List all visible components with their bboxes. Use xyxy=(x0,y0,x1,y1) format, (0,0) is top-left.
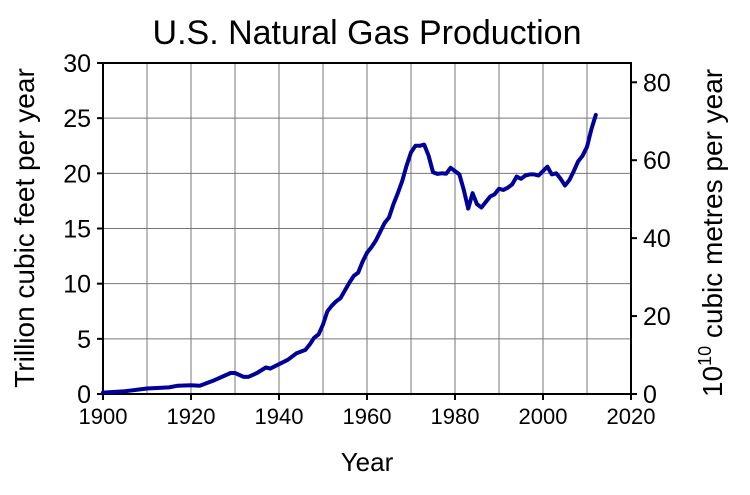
y-tick-label: 20 xyxy=(63,160,91,188)
x-tick-label: 1980 xyxy=(431,404,480,429)
y-axis-left: 0 5 10 15 20 25 30 xyxy=(63,50,103,409)
chart-title: U.S. Natural Gas Production xyxy=(153,14,582,52)
x-tick-label: 1940 xyxy=(255,404,304,429)
grid xyxy=(103,63,631,394)
y2-tick-label: 60 xyxy=(643,147,671,175)
y-axis-right: 0 20 40 60 80 xyxy=(631,69,671,409)
x-axis-label: Year xyxy=(341,447,394,477)
x-tick-label: 1900 xyxy=(79,404,128,429)
y-tick-label: 5 xyxy=(77,326,91,354)
x-tick-label: 2000 xyxy=(519,404,568,429)
y-tick-label: 10 xyxy=(63,271,91,299)
x-axis: 1900 1920 1940 1960 1980 2000 2020 xyxy=(79,394,656,429)
y2-tick-label: 0 xyxy=(643,381,657,409)
x-tick-label: 2020 xyxy=(607,404,656,429)
y2-label-exponent: 10 xyxy=(695,346,715,366)
y2-label-base: 10 xyxy=(697,366,728,397)
y-tick-label: 30 xyxy=(63,50,91,78)
x-tick-label: 1960 xyxy=(343,404,392,429)
y2-tick-label: 20 xyxy=(643,303,671,331)
y2-label-rest: cubic metres per year xyxy=(697,69,728,346)
y-tick-label: 0 xyxy=(77,381,91,409)
x-tick-label: 1920 xyxy=(167,404,216,429)
y2-tick-label: 80 xyxy=(643,69,671,97)
y-axis-label: Trillion cubic feet per year xyxy=(9,68,40,388)
y-tick-label: 25 xyxy=(63,105,91,133)
series-line xyxy=(101,112,598,395)
y2-axis-label: 1010 cubic metres per year xyxy=(695,69,728,397)
y2-tick-label: 40 xyxy=(643,225,671,253)
y-tick-label: 15 xyxy=(63,216,91,244)
